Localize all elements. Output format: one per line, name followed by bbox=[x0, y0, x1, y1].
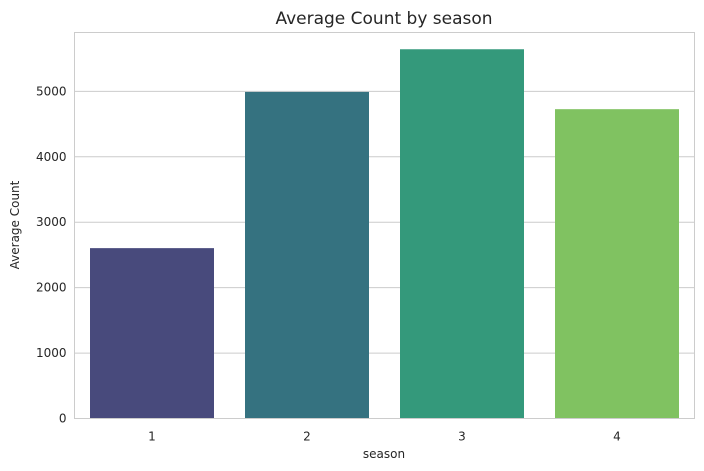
bars bbox=[90, 49, 679, 419]
y-axis-ticks: 0 1000 2000 3000 4000 5000 bbox=[36, 84, 67, 425]
bar-3 bbox=[400, 49, 524, 419]
y-tick-label: 1000 bbox=[36, 346, 67, 360]
x-tick-label: 4 bbox=[613, 430, 621, 444]
chart-title: Average Count by season bbox=[275, 9, 492, 29]
bar-4 bbox=[555, 109, 679, 419]
bar-1 bbox=[90, 248, 214, 419]
x-tick-label: 2 bbox=[303, 430, 311, 444]
y-tick-label: 3000 bbox=[36, 215, 67, 229]
x-axis-label: season bbox=[363, 447, 405, 461]
y-tick-label: 5000 bbox=[36, 84, 67, 98]
x-tick-label: 3 bbox=[458, 430, 466, 444]
x-tick-label: 1 bbox=[148, 430, 156, 444]
plot-frame bbox=[74, 32, 695, 419]
x-axis-ticks: 1 2 3 4 bbox=[148, 430, 621, 444]
y-tick-label: 4000 bbox=[36, 150, 67, 164]
y-axis-label: Average Count bbox=[8, 180, 22, 269]
y-tick-label: 0 bbox=[59, 412, 67, 426]
bar-2 bbox=[245, 91, 369, 419]
y-tick-label: 2000 bbox=[36, 281, 67, 295]
